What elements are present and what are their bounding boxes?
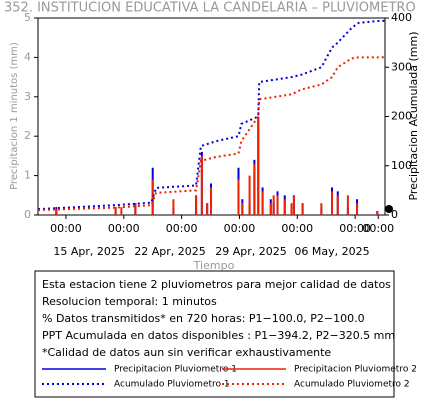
- info-line: *Calidad de datos aun sin verificar exha…: [42, 346, 331, 359]
- rain-spike: [301, 203, 304, 215]
- rain-spike: [241, 203, 244, 215]
- legend-label: Precipitacion Pluviometro 2: [294, 365, 417, 375]
- x-date-label: 29 Apr, 2025: [215, 245, 287, 258]
- info-line: PPT Acumulada en datos disponibles : P1−…: [42, 329, 395, 342]
- info-line: Esta estacion tiene 2 pluviometros para …: [42, 278, 391, 291]
- y-tick-label: 1: [24, 169, 31, 182]
- y2-tick-label: 0: [391, 208, 398, 221]
- rain-spike: [276, 195, 279, 215]
- x-date-label: 15 Apr, 2025: [53, 245, 125, 258]
- rain-spike: [134, 203, 137, 215]
- rain-spike: [346, 195, 349, 215]
- legend-label: Precipitacion Pluviometro 1: [114, 365, 237, 375]
- rain-spike: [200, 155, 203, 215]
- rain-spike: [290, 203, 293, 215]
- rain-spike: [257, 116, 260, 215]
- rain-spike: [248, 175, 251, 215]
- y-tick-label: 2: [24, 129, 31, 142]
- x-tick-label: 00:00: [362, 222, 394, 235]
- x-date-label: 06 May, 2025: [294, 245, 369, 258]
- x-tick-label: 00:00: [50, 222, 82, 235]
- rain-spike: [376, 211, 379, 215]
- y-tick-label: 0: [24, 208, 31, 221]
- y-tick-label: 5: [24, 11, 31, 24]
- rain-spike: [206, 203, 209, 215]
- x-tick-label: 00:00: [224, 222, 256, 235]
- rain-spike: [272, 195, 275, 215]
- x-tick-label: 00:00: [166, 222, 198, 235]
- x-tick-label: 00:00: [108, 222, 140, 235]
- y-axis-label: Precipitacion 1 minutos (mm): [9, 42, 20, 190]
- rain-spike: [269, 203, 272, 215]
- y2-tick-label: 300: [391, 60, 412, 73]
- rain-spike: [120, 207, 123, 215]
- y2-tick-label: 100: [391, 159, 412, 172]
- y2-axis-label: Precipitacion Acumulada (mm): [407, 31, 420, 200]
- info-line: % Datos transmitidos* en 720 horas: P1−1…: [42, 312, 365, 325]
- rain-spike: [114, 207, 117, 215]
- x-date-label: 22 Apr, 2025: [134, 245, 206, 258]
- rain-spike: [283, 199, 286, 215]
- rain-spike: [261, 191, 264, 215]
- rain-spike: [253, 163, 256, 215]
- info-line: Resolucion temporal: 1 minutos: [42, 295, 217, 308]
- y2-tick-label: 400: [391, 11, 412, 24]
- x-tick-label: 00:00: [281, 222, 313, 235]
- rain-spike: [320, 203, 323, 215]
- rain-spike: [292, 195, 295, 215]
- rain-spike: [330, 191, 333, 215]
- legend-label: Acumulado Pluviometro 1: [114, 380, 230, 390]
- rain-spike: [237, 179, 240, 215]
- cumulative-line: [37, 19, 386, 211]
- legend-label: Acumulado Pluviometro 2: [294, 380, 410, 390]
- rain-spike: [210, 187, 213, 215]
- x-axis-label: Tiempo: [193, 259, 235, 272]
- info-box: [34, 270, 395, 398]
- y-tick-label: 4: [24, 50, 31, 63]
- rain-spike: [55, 209, 58, 215]
- x-tick-label: 00:00: [339, 222, 371, 235]
- rain-spike: [151, 179, 154, 215]
- chart-title: 352. INSTITUCION EDUCATIVA LA CANDELARIA…: [4, 1, 416, 16]
- rain-spike: [356, 203, 359, 215]
- y-tick-label: 3: [24, 90, 31, 103]
- rain-spike: [195, 195, 198, 215]
- y2-tick-label: 200: [391, 110, 412, 123]
- rain-spike: [172, 199, 175, 215]
- end-marker: [385, 205, 393, 213]
- rain-spike: [336, 195, 339, 215]
